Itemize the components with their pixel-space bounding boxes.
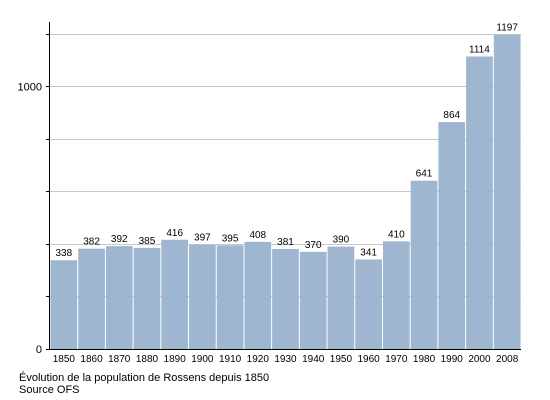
- x-tick-label: 1860: [80, 354, 103, 365]
- bars: [50, 34, 521, 349]
- data-label: 338: [56, 248, 73, 259]
- bar: [161, 239, 189, 349]
- data-label: 410: [388, 229, 405, 240]
- data-label: 408: [249, 230, 266, 241]
- bar: [327, 246, 355, 349]
- x-tick-label: 2000: [468, 354, 491, 365]
- bar: [216, 245, 244, 349]
- data-label: 416: [166, 228, 183, 239]
- data-label: 390: [333, 235, 350, 246]
- data-label: 1114: [469, 44, 490, 55]
- data-label: 341: [360, 247, 377, 258]
- tick-labels: 0 1000 1850 1860 1870 1880 1890 1900 1910 1920 193…: [18, 81, 519, 365]
- x-tick-label: 1900: [191, 354, 214, 365]
- data-label: 641: [416, 169, 433, 180]
- data-label: 397: [194, 233, 211, 244]
- x-tick-label: 1990: [441, 354, 464, 365]
- bar: [466, 56, 493, 349]
- data-label: 864: [443, 110, 460, 121]
- x-tick-label: 1910: [219, 354, 242, 365]
- y-tick-label: 0: [36, 344, 42, 356]
- data-label: 1197: [496, 23, 518, 34]
- data-labels: 338 382 392 385 416 397 395 408 381 370 390 341 410 6…: [56, 23, 519, 260]
- bar: [355, 259, 382, 349]
- bar: [105, 246, 133, 349]
- bar: [78, 248, 105, 349]
- x-tick-label: 1950: [330, 354, 353, 365]
- x-tick-label: 1890: [164, 354, 187, 365]
- x-tick-label: 1920: [247, 354, 270, 365]
- data-label: 395: [222, 233, 239, 244]
- x-tick-label: 1930: [274, 354, 297, 365]
- x-tick-label: 1980: [413, 354, 436, 365]
- chart-caption-title: Évolution de la population de Rossens de…: [19, 372, 270, 384]
- x-tick-label: 1960: [357, 354, 380, 365]
- bar: [133, 247, 161, 349]
- y-tick-label: 1000: [18, 81, 42, 93]
- x-tick-label: 1870: [108, 354, 131, 365]
- bar: [50, 260, 78, 349]
- x-tick-label: 1880: [136, 354, 159, 365]
- bar: [410, 180, 438, 349]
- chart-caption-source: Source OFS: [19, 384, 80, 396]
- data-label: 392: [111, 234, 128, 245]
- x-tick-label: 2008: [496, 354, 519, 365]
- bar: [244, 241, 272, 349]
- axes: [46, 22, 521, 350]
- data-label: 370: [305, 240, 322, 251]
- bar: [493, 34, 521, 349]
- data-label: 382: [83, 237, 100, 248]
- bar: [272, 248, 299, 349]
- x-tick-label: 1970: [385, 354, 408, 365]
- data-label: 381: [277, 237, 294, 248]
- bar: [438, 122, 466, 349]
- bar: [382, 241, 410, 349]
- bar: [299, 251, 327, 349]
- bar: [189, 244, 216, 349]
- x-tick-label: 1940: [302, 354, 325, 365]
- x-tick-label: 1850: [53, 354, 76, 365]
- data-label: 385: [139, 236, 156, 247]
